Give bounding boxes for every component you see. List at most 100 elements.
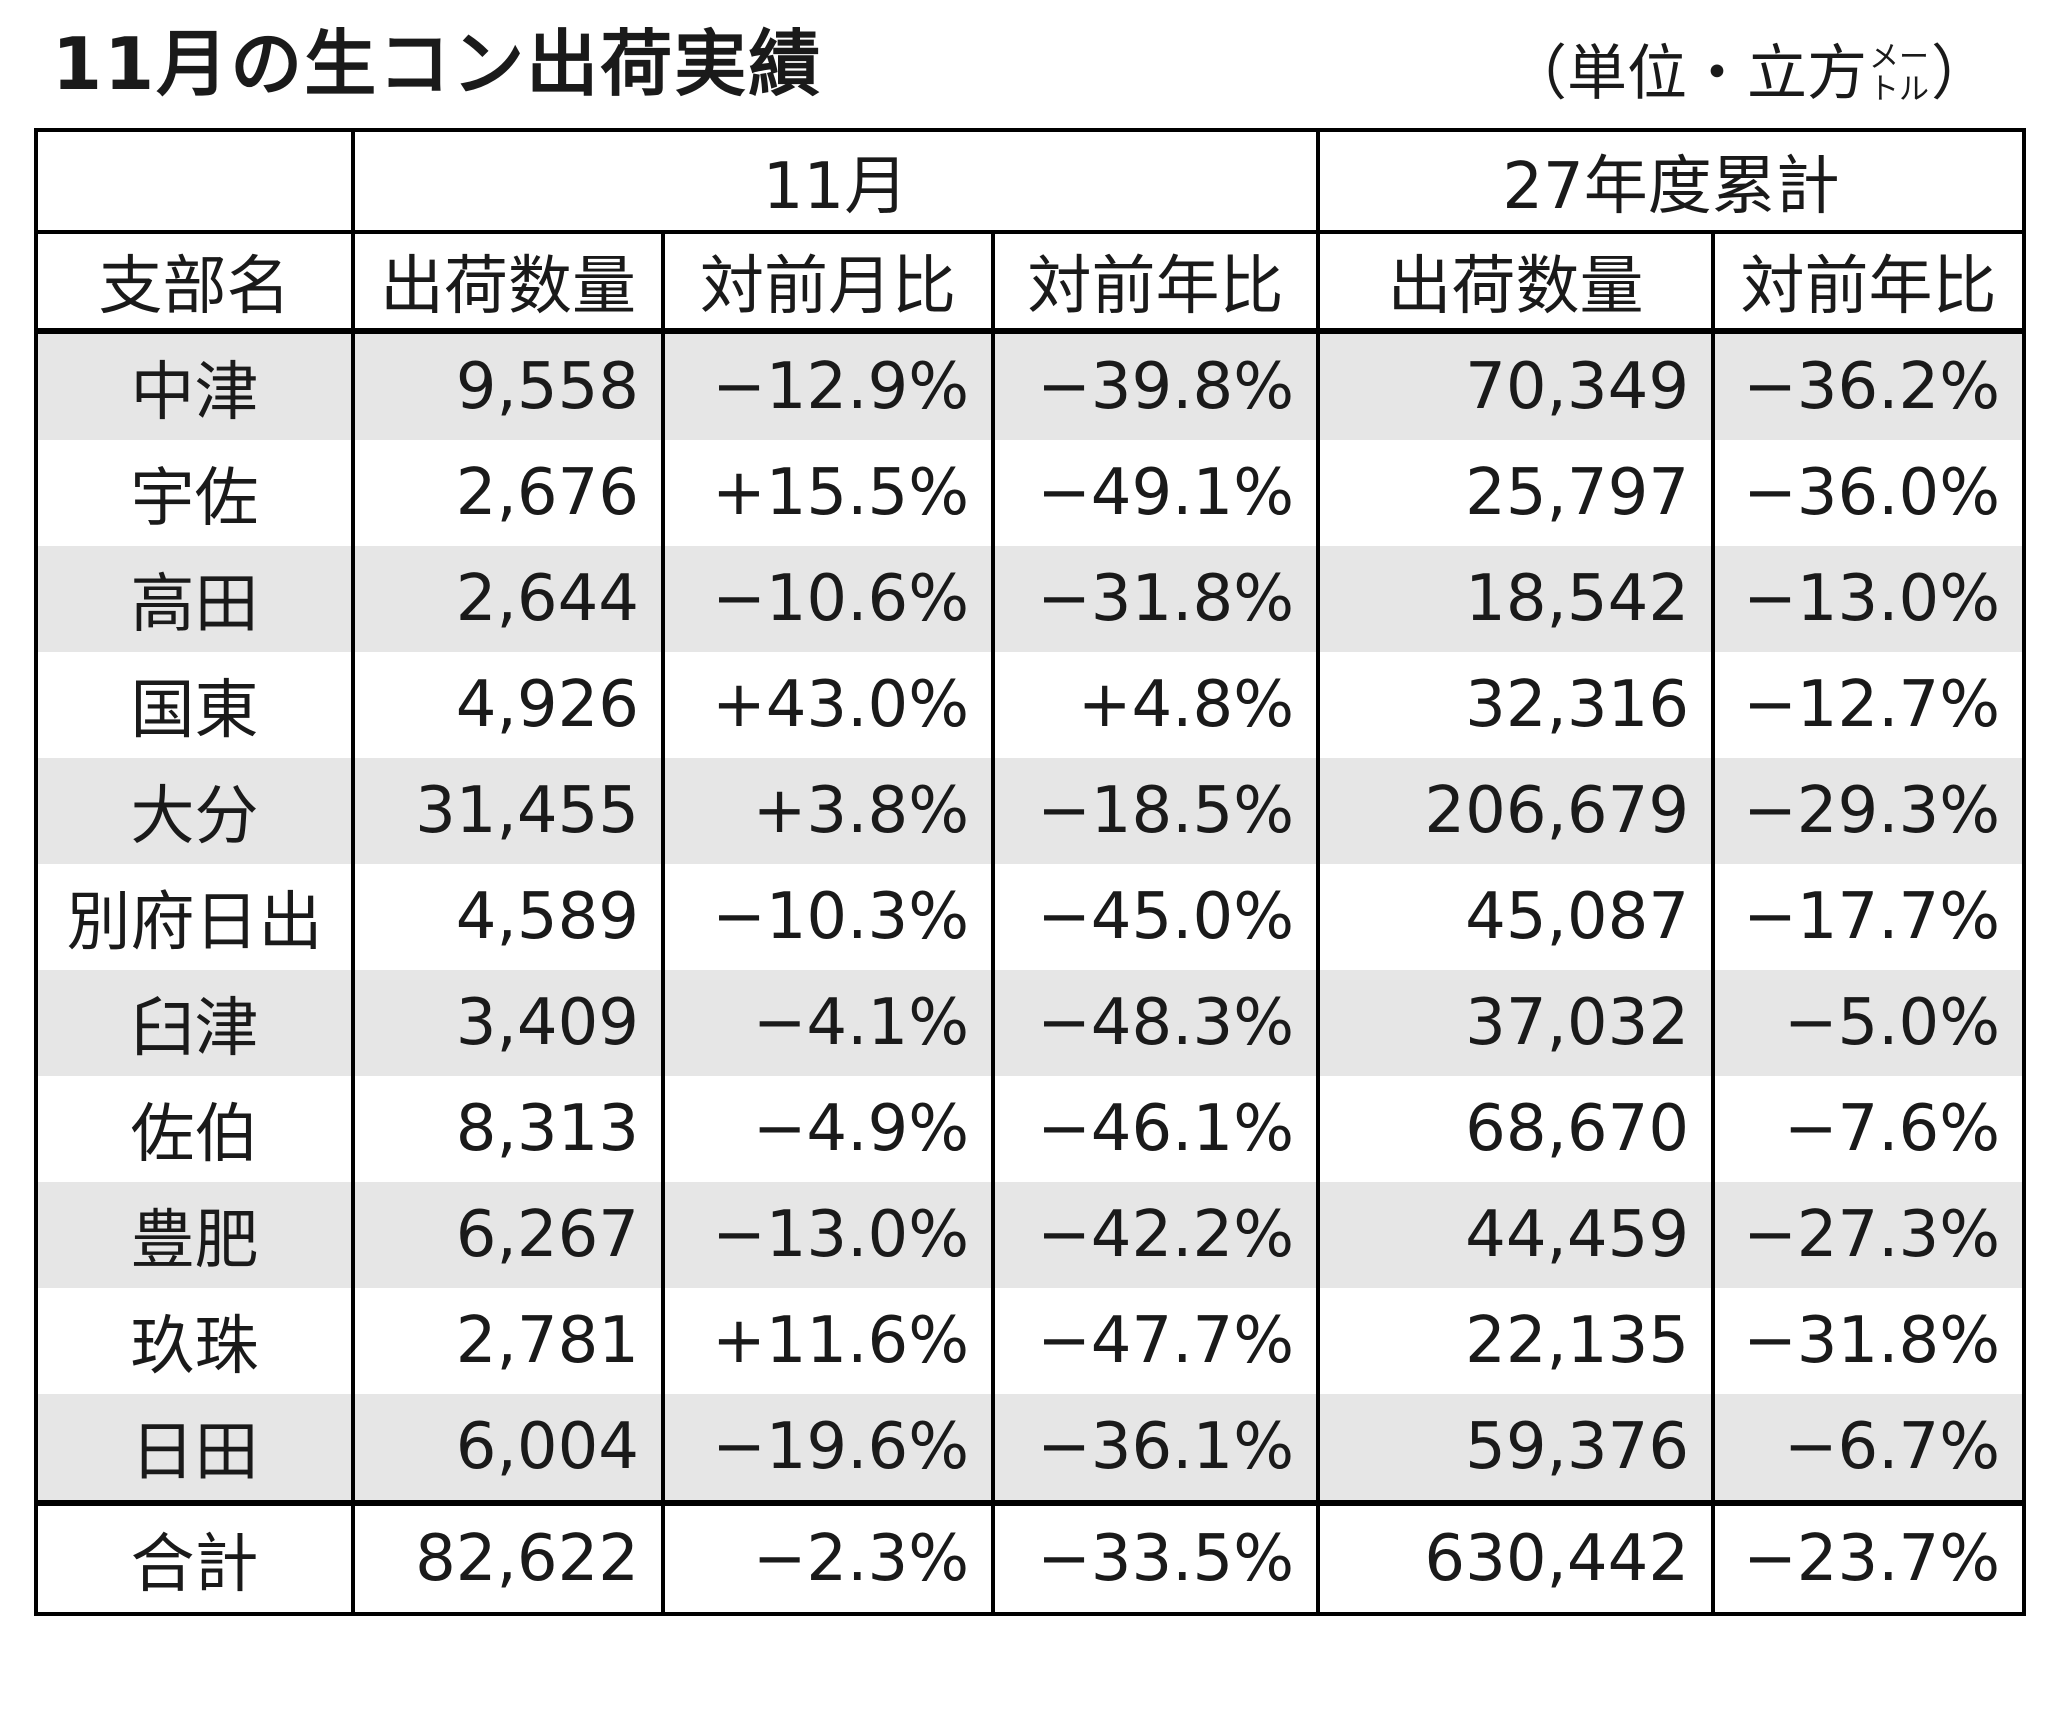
unit-meter-stack: メー トル [1869,42,1929,105]
header-group-month: 11月 [350,128,1321,234]
yoy-ratio-cell: −47.7% [990,1288,1321,1394]
branch-name-cell: 宇佐 [34,440,355,546]
header-yoy: 対前年比 [990,230,1321,334]
branch-name-cell: 大分 [34,758,355,864]
yoy-ratio-cell: −31.8% [990,546,1321,652]
table-row: 日田 6,004 −19.6% −36.1% 59,376 −6.7% [34,1394,2027,1505]
cumulative-qty-cell: 22,135 [1316,1288,1716,1394]
shipment-qty-cell: 4,589 [351,864,665,970]
yoy-ratio-cell: −18.5% [990,758,1321,864]
header-cum-yoy: 対前年比 [1711,230,2027,334]
shipment-qty-cell: 6,004 [351,1394,665,1505]
cumulative-yoy-ratio-cell: −13.0% [1711,546,2027,652]
mom-ratio-cell: −4.9% [661,1076,995,1182]
shipment-qty-cell: 8,313 [351,1076,665,1182]
yoy-ratio-cell: −42.2% [990,1182,1321,1288]
cumulative-qty-cell: 70,349 [1316,331,1716,440]
header-group-cumulative: 27年度累計 [1316,128,2027,234]
header-cum-qty: 出荷数量 [1316,230,1716,334]
mom-ratio-cell: −13.0% [661,1182,995,1288]
branch-name-cell: 国東 [34,652,355,758]
shipment-qty-cell: 3,409 [351,970,665,1076]
cumulative-yoy-ratio-cell: −12.7% [1711,652,2027,758]
table-row: 玖珠 2,781 +11.6% −47.7% 22,135 −31.8% [34,1288,2027,1394]
total-yoy: −33.5% [990,1500,1321,1616]
total-row: 合計 82,622 −2.3% −33.5% 630,442 −23.7% [34,1500,2027,1616]
cumulative-yoy-ratio-cell: −31.8% [1711,1288,2027,1394]
yoy-ratio-cell: −45.0% [990,864,1321,970]
yoy-ratio-cell: −49.1% [990,440,1321,546]
total-cum-yoy: −23.7% [1711,1500,2027,1616]
header-group-row: 11月 27年度累計 [34,128,2027,234]
mom-ratio-cell: +15.5% [661,440,995,546]
cumulative-qty-cell: 32,316 [1316,652,1716,758]
yoy-ratio-cell: +4.8% [990,652,1321,758]
table-body: 中津 9,558 −12.9% −39.8% 70,349 −36.2% 宇佐 2,676 +1… [34,331,2027,1505]
cumulative-yoy-ratio-cell: −36.2% [1711,331,2027,440]
total-cum-qty: 630,442 [1316,1500,1716,1616]
mom-ratio-cell: +11.6% [661,1288,995,1394]
cumulative-qty-cell: 18,542 [1316,546,1716,652]
unit-note: （単位・立方 メー トル ） [1507,42,1991,105]
branch-name-cell: 高田 [34,546,355,652]
table-row: 宇佐 2,676 +15.5% −49.1% 25,797 −36.0% [34,440,2027,546]
table-row: 豊肥 6,267 −13.0% −42.2% 44,459 −27.3% [34,1182,2027,1288]
shipment-qty-cell: 2,781 [351,1288,665,1394]
mom-ratio-cell: −12.9% [661,331,995,440]
header-branch: 支部名 [34,230,355,334]
cumulative-yoy-ratio-cell: −5.0% [1711,970,2027,1076]
unit-stack-bottom: トル [1869,71,1929,107]
mom-ratio-cell: −4.1% [661,970,995,1076]
branch-name-cell: 日田 [34,1394,355,1505]
table-row: 臼津 3,409 −4.1% −48.3% 37,032 −5.0% [34,970,2027,1076]
branch-name-cell: 中津 [34,331,355,440]
shipment-qty-cell: 2,676 [351,440,665,546]
mom-ratio-cell: +3.8% [661,758,995,864]
cumulative-yoy-ratio-cell: −36.0% [1711,440,2027,546]
yoy-ratio-cell: −39.8% [990,331,1321,440]
shipment-qty-cell: 2,644 [351,546,665,652]
mom-ratio-cell: −10.6% [661,546,995,652]
mom-ratio-cell: −10.3% [661,864,995,970]
total-qty: 82,622 [351,1500,665,1616]
header-qty: 出荷数量 [351,230,665,334]
cumulative-qty-cell: 59,376 [1316,1394,1716,1505]
cumulative-yoy-ratio-cell: −29.3% [1711,758,2027,864]
header-empty-cell [34,128,355,234]
table-row: 佐伯 8,313 −4.9% −46.1% 68,670 −7.6% [34,1076,2027,1182]
header-mom: 対前月比 [661,230,995,334]
mom-ratio-cell: −19.6% [661,1394,995,1505]
table-row: 高田 2,644 −10.6% −31.8% 18,542 −13.0% [34,546,2027,652]
shipment-qty-cell: 4,926 [351,652,665,758]
shipment-qty-cell: 9,558 [351,331,665,440]
unit-suffix: ） [1931,38,1991,109]
branch-name-cell: 豊肥 [34,1182,355,1288]
table-row: 国東 4,926 +43.0% +4.8% 32,316 −12.7% [34,652,2027,758]
header-column-row: 支部名 出荷数量 対前月比 対前年比 出荷数量 対前年比 [34,230,2027,334]
cumulative-qty-cell: 45,087 [1316,864,1716,970]
cumulative-yoy-ratio-cell: −7.6% [1711,1076,2027,1182]
total-mom: −2.3% [661,1500,995,1616]
cumulative-qty-cell: 37,032 [1316,970,1716,1076]
branch-name-cell: 玖珠 [34,1288,355,1394]
yoy-ratio-cell: −48.3% [990,970,1321,1076]
unit-prefix: （単位・立方 [1507,38,1867,109]
table-title: 11月の生コン出荷実績 [52,22,823,106]
table-row: 大分 31,455 +3.8% −18.5% 206,679 −29.3% [34,758,2027,864]
unit-stack-top: メー [1869,40,1929,75]
table-row: 別府日出 4,589 −10.3% −45.0% 45,087 −17.7% [34,864,2027,970]
table-row: 中津 9,558 −12.9% −39.8% 70,349 −36.2% [34,331,2027,440]
cumulative-yoy-ratio-cell: −6.7% [1711,1394,2027,1505]
yoy-ratio-cell: −46.1% [990,1076,1321,1182]
mom-ratio-cell: +43.0% [661,652,995,758]
cumulative-qty-cell: 68,670 [1316,1076,1716,1182]
cumulative-qty-cell: 44,459 [1316,1182,1716,1288]
shipment-qty-cell: 6,267 [351,1182,665,1288]
shipment-qty-cell: 31,455 [351,758,665,864]
cumulative-yoy-ratio-cell: −17.7% [1711,864,2027,970]
branch-name-cell: 佐伯 [34,1076,355,1182]
branch-name-cell: 臼津 [34,970,355,1076]
cumulative-qty-cell: 25,797 [1316,440,1716,546]
cumulative-yoy-ratio-cell: −27.3% [1711,1182,2027,1288]
cumulative-qty-cell: 206,679 [1316,758,1716,864]
